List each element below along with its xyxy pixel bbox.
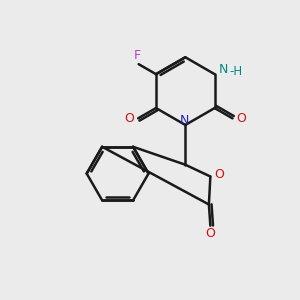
Text: N: N: [180, 114, 189, 127]
Text: O: O: [206, 227, 215, 240]
Text: F: F: [134, 50, 141, 62]
Text: O: O: [214, 168, 224, 181]
Text: O: O: [124, 112, 134, 125]
Text: -H: -H: [229, 65, 242, 78]
Text: N: N: [219, 63, 228, 76]
Text: O: O: [236, 112, 246, 125]
